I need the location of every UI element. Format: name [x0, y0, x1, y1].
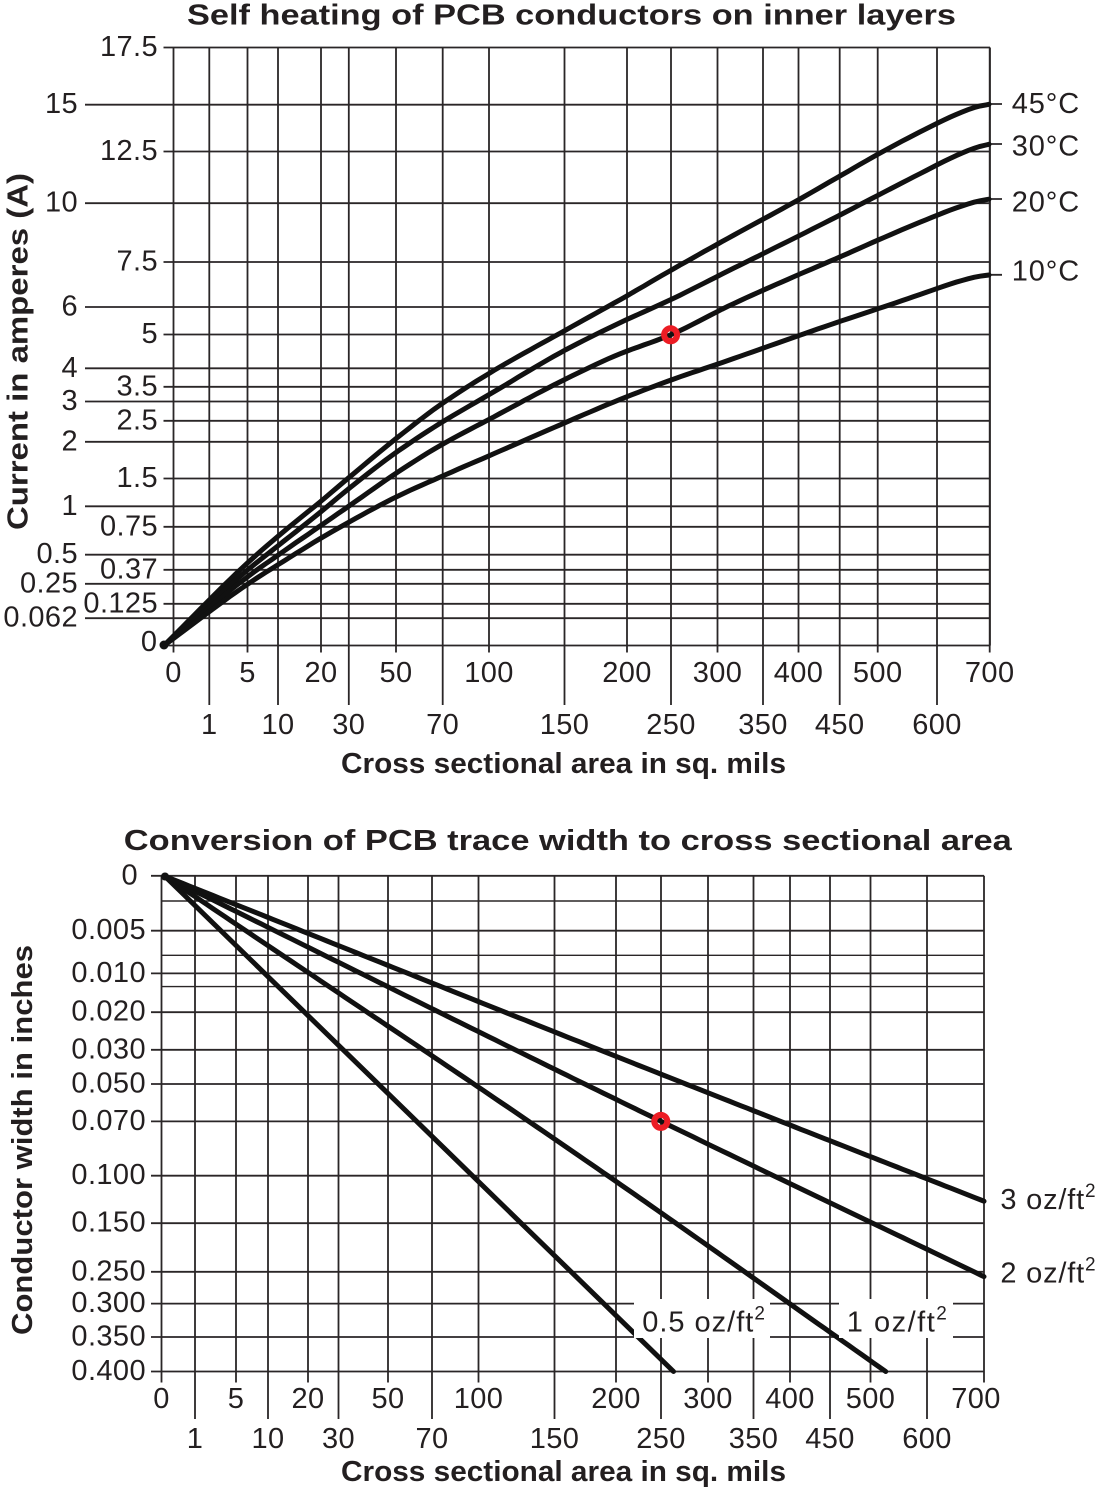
- svg-text:200: 200: [602, 657, 652, 689]
- svg-text:2.5: 2.5: [116, 404, 158, 436]
- svg-text:500: 500: [853, 657, 903, 689]
- svg-text:Current in amperes (A): Current in amperes (A): [3, 173, 35, 530]
- svg-text:17.5: 17.5: [100, 31, 158, 63]
- svg-text:1 oz/ft2: 1 oz/ft2: [847, 1304, 949, 1339]
- svg-text:0: 0: [165, 657, 182, 689]
- svg-text:45°C: 45°C: [1012, 88, 1080, 120]
- svg-text:0.010: 0.010: [71, 957, 146, 989]
- svg-text:200: 200: [591, 1383, 641, 1415]
- svg-text:400: 400: [765, 1383, 815, 1415]
- svg-text:15: 15: [45, 88, 78, 120]
- svg-text:3.5: 3.5: [116, 370, 158, 402]
- svg-text:0.37: 0.37: [100, 553, 158, 585]
- svg-text:450: 450: [815, 709, 865, 741]
- svg-text:12.5: 12.5: [100, 135, 158, 167]
- svg-text:20: 20: [304, 657, 337, 689]
- svg-text:30: 30: [332, 709, 365, 741]
- svg-text:1: 1: [61, 490, 78, 522]
- svg-text:Conversion of PCB trace width: Conversion of PCB trace width to cross s…: [124, 825, 1013, 857]
- svg-text:1: 1: [187, 1423, 204, 1455]
- svg-text:4: 4: [61, 352, 78, 384]
- svg-text:5: 5: [228, 1383, 245, 1415]
- svg-text:10°C: 10°C: [1012, 256, 1080, 288]
- svg-text:Cross sectional area in sq. mi: Cross sectional area in sq. mils: [341, 748, 786, 780]
- svg-text:3: 3: [61, 385, 78, 417]
- svg-text:70: 70: [415, 1423, 448, 1455]
- svg-text:5: 5: [141, 318, 158, 350]
- svg-text:700: 700: [951, 1383, 1001, 1415]
- svg-text:300: 300: [683, 1383, 733, 1415]
- svg-text:0.005: 0.005: [71, 914, 146, 946]
- svg-text:1.5: 1.5: [116, 462, 158, 494]
- svg-text:50: 50: [371, 1383, 404, 1415]
- svg-text:2: 2: [61, 425, 78, 457]
- svg-text:Self heating of PCB conductors: Self heating of PCB conductors on inner …: [187, 0, 956, 32]
- svg-text:Conductor width in inches: Conductor width in inches: [7, 945, 39, 1335]
- svg-text:70: 70: [426, 709, 459, 741]
- svg-text:0.250: 0.250: [71, 1255, 146, 1287]
- svg-text:0.100: 0.100: [71, 1159, 146, 1191]
- svg-text:0.300: 0.300: [71, 1287, 146, 1319]
- svg-text:0.050: 0.050: [71, 1068, 146, 1100]
- svg-text:50: 50: [379, 657, 412, 689]
- svg-text:0: 0: [121, 859, 138, 891]
- svg-text:150: 150: [540, 709, 590, 741]
- svg-text:0.5 oz/ft2: 0.5 oz/ft2: [642, 1303, 766, 1338]
- svg-text:250: 250: [646, 709, 696, 741]
- svg-text:20°C: 20°C: [1012, 187, 1080, 219]
- svg-text:0.75: 0.75: [100, 510, 158, 542]
- svg-text:0.020: 0.020: [71, 996, 146, 1028]
- svg-text:0.125: 0.125: [83, 587, 158, 619]
- svg-text:100: 100: [454, 1383, 504, 1415]
- svg-text:30°C: 30°C: [1012, 131, 1080, 163]
- svg-text:0.150: 0.150: [71, 1207, 146, 1239]
- svg-text:5: 5: [239, 657, 256, 689]
- svg-text:0.030: 0.030: [71, 1033, 146, 1065]
- svg-text:10: 10: [45, 187, 78, 219]
- svg-text:600: 600: [912, 709, 962, 741]
- svg-text:150: 150: [530, 1423, 580, 1455]
- svg-text:600: 600: [902, 1423, 952, 1455]
- svg-text:2 oz/ft2: 2 oz/ft2: [1000, 1255, 1095, 1290]
- svg-text:Cross sectional area in sq. mi: Cross sectional area in sq. mils: [341, 1456, 786, 1488]
- svg-text:250: 250: [636, 1423, 686, 1455]
- svg-text:3 oz/ft2: 3 oz/ft2: [1000, 1181, 1095, 1216]
- svg-text:20: 20: [291, 1383, 324, 1415]
- svg-text:500: 500: [846, 1383, 896, 1415]
- svg-text:0: 0: [153, 1383, 170, 1415]
- svg-text:0.400: 0.400: [71, 1355, 146, 1387]
- svg-text:700: 700: [965, 657, 1015, 689]
- svg-text:350: 350: [738, 709, 788, 741]
- svg-text:1: 1: [201, 709, 218, 741]
- svg-text:300: 300: [693, 657, 743, 689]
- svg-text:0.062: 0.062: [3, 602, 78, 634]
- svg-text:450: 450: [805, 1423, 855, 1455]
- svg-text:100: 100: [464, 657, 514, 689]
- svg-text:400: 400: [774, 657, 824, 689]
- svg-text:30: 30: [322, 1423, 355, 1455]
- svg-text:0.070: 0.070: [71, 1105, 146, 1137]
- svg-text:6: 6: [61, 291, 78, 323]
- svg-text:0.5: 0.5: [36, 538, 78, 570]
- svg-text:10: 10: [261, 709, 294, 741]
- svg-text:0.25: 0.25: [20, 567, 78, 599]
- svg-text:350: 350: [729, 1423, 779, 1455]
- svg-text:0.350: 0.350: [71, 1321, 146, 1353]
- svg-text:10: 10: [251, 1423, 284, 1455]
- svg-text:0: 0: [141, 626, 158, 658]
- svg-text:7.5: 7.5: [116, 246, 158, 278]
